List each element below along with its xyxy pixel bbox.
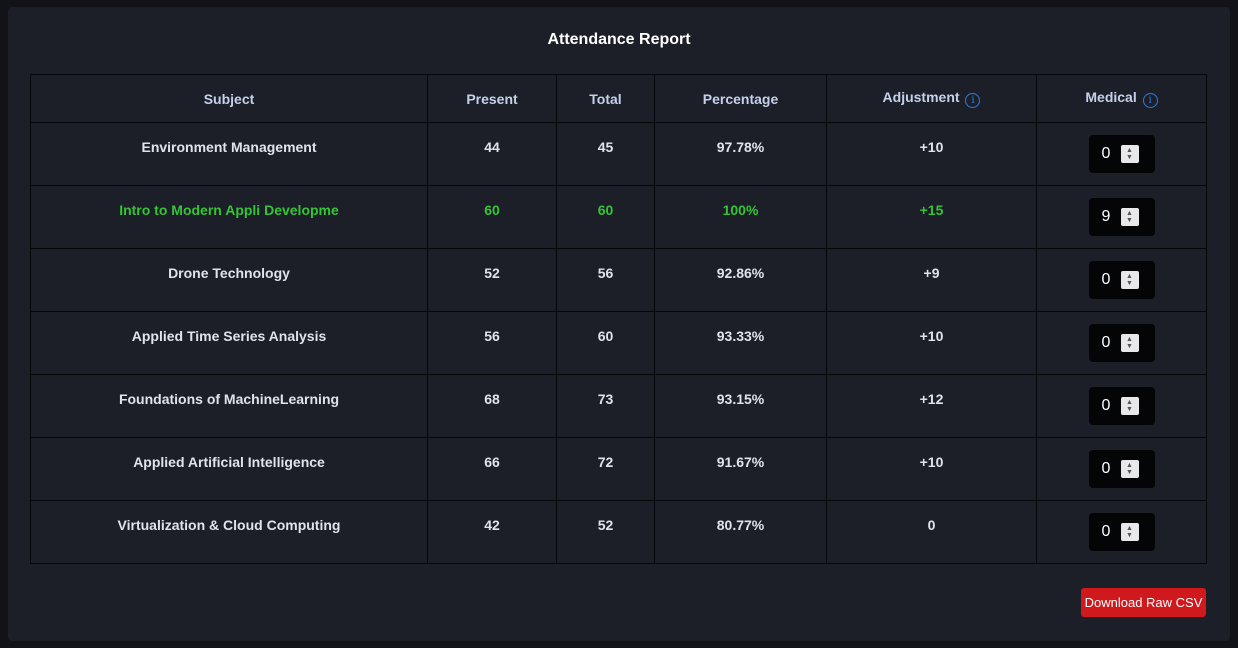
table-row: Drone Technology 52 56 92.86% +9 0 ▲ ▼ bbox=[30, 248, 1207, 312]
number-spinner[interactable]: ▲ ▼ bbox=[1120, 334, 1139, 352]
medical-header-label: Medical bbox=[1085, 89, 1137, 105]
column-header-subject: Subject bbox=[30, 74, 428, 123]
attendance-panel: Attendance Report Subject Present Total … bbox=[8, 7, 1230, 641]
column-header-adjustment: Adjustment i bbox=[826, 74, 1037, 123]
table-row: Applied Artificial Intelligence 66 72 91… bbox=[30, 437, 1207, 501]
present-cell: 42 bbox=[484, 517, 500, 533]
medical-number-input[interactable]: 0 ▲ ▼ bbox=[1088, 450, 1155, 488]
subject-cell: Environment Management bbox=[141, 139, 317, 155]
table-row: Applied Time Series Analysis 56 60 93.33… bbox=[30, 311, 1207, 375]
adjustment-info-icon[interactable]: i bbox=[965, 93, 981, 108]
spinner-up-icon[interactable]: ▲ bbox=[1126, 462, 1133, 469]
number-spinner[interactable]: ▲ ▼ bbox=[1120, 208, 1139, 226]
medical-value[interactable]: 0 bbox=[1101, 145, 1111, 162]
percentage-cell: 93.15% bbox=[716, 391, 765, 407]
column-header-present: Present bbox=[427, 74, 557, 123]
download-csv-button[interactable]: Download Raw CSV bbox=[1081, 588, 1206, 617]
spinner-up-icon[interactable]: ▲ bbox=[1126, 147, 1133, 154]
adjustment-cell: +9 bbox=[923, 265, 940, 281]
total-cell: 52 bbox=[597, 517, 614, 533]
total-cell: 60 bbox=[597, 328, 614, 344]
total-cell: 60 bbox=[597, 202, 614, 218]
present-cell: 56 bbox=[484, 328, 500, 344]
table-row: Foundations of MachineLearning 68 73 93.… bbox=[30, 374, 1207, 438]
percentage-cell: 93.33% bbox=[716, 328, 765, 344]
number-spinner[interactable]: ▲ ▼ bbox=[1120, 397, 1139, 415]
adjustment-cell: +10 bbox=[919, 328, 944, 344]
medical-number-input[interactable]: 9 ▲ ▼ bbox=[1088, 198, 1155, 236]
table-row: Virtualization & Cloud Computing 42 52 8… bbox=[30, 500, 1207, 564]
spinner-down-icon[interactable]: ▼ bbox=[1126, 154, 1133, 161]
percentage-cell: 91.67% bbox=[716, 454, 765, 470]
medical-value[interactable]: 0 bbox=[1101, 523, 1111, 540]
medical-value[interactable]: 0 bbox=[1101, 397, 1111, 414]
spinner-up-icon[interactable]: ▲ bbox=[1126, 273, 1133, 280]
adjustment-cell: +10 bbox=[919, 139, 944, 155]
spinner-up-icon[interactable]: ▲ bbox=[1126, 525, 1133, 532]
medical-value[interactable]: 9 bbox=[1101, 208, 1111, 225]
percentage-cell: 92.86% bbox=[716, 265, 765, 281]
table-row: Intro to Modern Appli Developme 60 60 10… bbox=[30, 185, 1207, 249]
column-header-total: Total bbox=[556, 74, 655, 123]
total-cell: 72 bbox=[597, 454, 614, 470]
spinner-down-icon[interactable]: ▼ bbox=[1126, 217, 1133, 224]
subject-cell: Virtualization & Cloud Computing bbox=[117, 517, 341, 533]
adjustment-cell: +15 bbox=[919, 202, 944, 218]
subject-cell: Applied Time Series Analysis bbox=[131, 328, 327, 344]
number-spinner[interactable]: ▲ ▼ bbox=[1120, 523, 1139, 541]
number-spinner[interactable]: ▲ ▼ bbox=[1120, 271, 1139, 289]
number-spinner[interactable]: ▲ ▼ bbox=[1120, 145, 1139, 163]
subject-cell: Foundations of MachineLearning bbox=[118, 391, 340, 407]
total-cell: 56 bbox=[597, 265, 614, 281]
attendance-table: Subject Present Total Percentage Adjustm… bbox=[30, 74, 1207, 564]
medical-number-input[interactable]: 0 ▲ ▼ bbox=[1088, 324, 1155, 362]
page-title: Attendance Report bbox=[547, 31, 691, 48]
present-cell: 60 bbox=[484, 202, 500, 218]
spinner-down-icon[interactable]: ▼ bbox=[1126, 469, 1133, 476]
spinner-up-icon[interactable]: ▲ bbox=[1126, 399, 1133, 406]
subject-cell: Drone Technology bbox=[168, 265, 290, 281]
medical-number-input[interactable]: 0 ▲ ▼ bbox=[1088, 261, 1155, 299]
present-cell: 68 bbox=[484, 391, 500, 407]
adjustment-header-label: Adjustment bbox=[882, 89, 960, 105]
present-cell: 66 bbox=[484, 454, 500, 470]
percentage-cell: 80.77% bbox=[716, 517, 765, 533]
medical-value[interactable]: 0 bbox=[1101, 460, 1111, 477]
table-row: Environment Management 44 45 97.78% +10 … bbox=[30, 122, 1207, 186]
spinner-up-icon[interactable]: ▲ bbox=[1126, 210, 1133, 217]
spinner-down-icon[interactable]: ▼ bbox=[1126, 406, 1133, 413]
total-cell: 45 bbox=[597, 139, 614, 155]
medical-value[interactable]: 0 bbox=[1101, 334, 1111, 351]
spinner-down-icon[interactable]: ▼ bbox=[1126, 280, 1133, 287]
present-cell: 44 bbox=[484, 139, 500, 155]
adjustment-cell: +12 bbox=[919, 391, 944, 407]
table-header-row: Subject Present Total Percentage Adjustm… bbox=[30, 74, 1207, 123]
medical-value[interactable]: 0 bbox=[1101, 271, 1111, 288]
column-header-percentage: Percentage bbox=[654, 74, 827, 123]
percentage-cell: 97.78% bbox=[716, 139, 765, 155]
column-header-medical: Medical i bbox=[1036, 74, 1207, 123]
medical-info-icon[interactable]: i bbox=[1142, 93, 1158, 108]
medical-number-input[interactable]: 0 ▲ ▼ bbox=[1088, 135, 1155, 173]
subject-cell: Applied Artificial Intelligence bbox=[133, 454, 325, 470]
percentage-cell: 100% bbox=[722, 202, 759, 218]
number-spinner[interactable]: ▲ ▼ bbox=[1120, 460, 1139, 478]
total-cell: 73 bbox=[597, 391, 614, 407]
spinner-down-icon[interactable]: ▼ bbox=[1126, 343, 1133, 350]
medical-number-input[interactable]: 0 ▲ ▼ bbox=[1088, 387, 1155, 425]
spinner-up-icon[interactable]: ▲ bbox=[1126, 336, 1133, 343]
adjustment-cell: +10 bbox=[919, 454, 944, 470]
subject-cell: Intro to Modern Appli Developme bbox=[119, 202, 339, 218]
medical-number-input[interactable]: 0 ▲ ▼ bbox=[1088, 513, 1155, 551]
present-cell: 52 bbox=[484, 265, 500, 281]
adjustment-cell: 0 bbox=[927, 517, 936, 533]
spinner-down-icon[interactable]: ▼ bbox=[1126, 532, 1133, 539]
